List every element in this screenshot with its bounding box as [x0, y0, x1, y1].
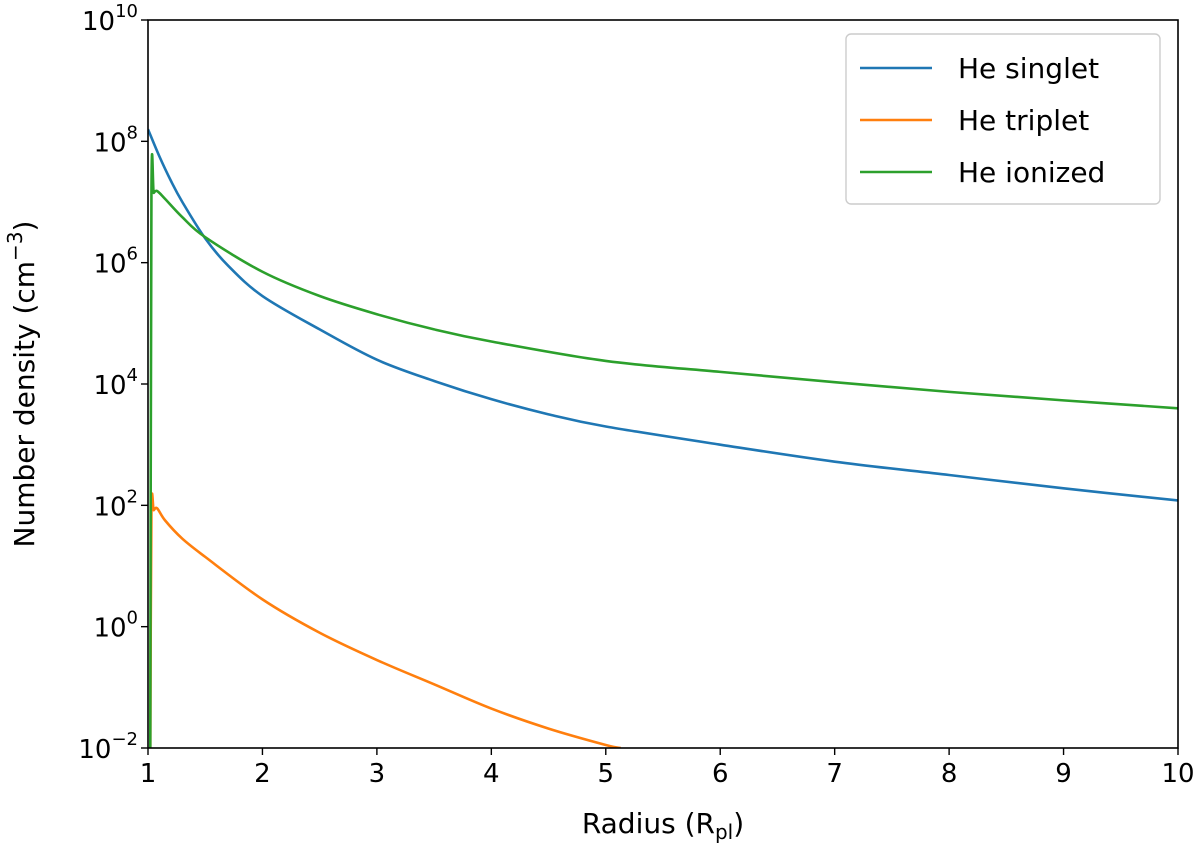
- plot-frame: [147, 19, 1179, 749]
- y-tick-label: 106: [93, 244, 138, 280]
- y-axis-label: Number density (cm−3): [3, 221, 41, 548]
- legend-label: He triplet: [958, 104, 1089, 137]
- x-tick-label: 1: [140, 759, 157, 789]
- tick-layer: [141, 19, 1179, 755]
- y-tick-label: 10−2: [78, 729, 138, 765]
- y-tick-label: 100: [93, 608, 138, 644]
- legend-label: He ionized: [958, 156, 1105, 189]
- series-line-he-singlet: [148, 128, 1178, 502]
- legend: He singlet He triplet He ionized: [845, 33, 1161, 205]
- series-line-he-triplet: [148, 492, 621, 748]
- x-tick-label: 5: [598, 759, 615, 789]
- x-tick-label: 8: [941, 759, 958, 789]
- y-tick-label: 102: [93, 486, 138, 522]
- x-tick-label: 4: [483, 759, 500, 789]
- x-tick-label: 10: [1161, 759, 1194, 789]
- series-line-he-ionized: [148, 152, 1178, 748]
- y-tick-label: 104: [93, 365, 138, 401]
- legend-box: [845, 33, 1161, 205]
- x-tick-label: 3: [369, 759, 386, 789]
- x-tick-label: 9: [1055, 759, 1072, 789]
- x-tick-label: 6: [712, 759, 729, 789]
- x-tick-label: 2: [254, 759, 271, 789]
- x-axis-label: Radius (Rpl): [582, 807, 744, 843]
- series-layer: [148, 128, 1178, 748]
- y-tick-label: 108: [93, 122, 138, 158]
- y-tick-label: 1010: [82, 1, 138, 37]
- x-tick-label: 7: [826, 759, 843, 789]
- legend-label: He singlet: [958, 52, 1099, 85]
